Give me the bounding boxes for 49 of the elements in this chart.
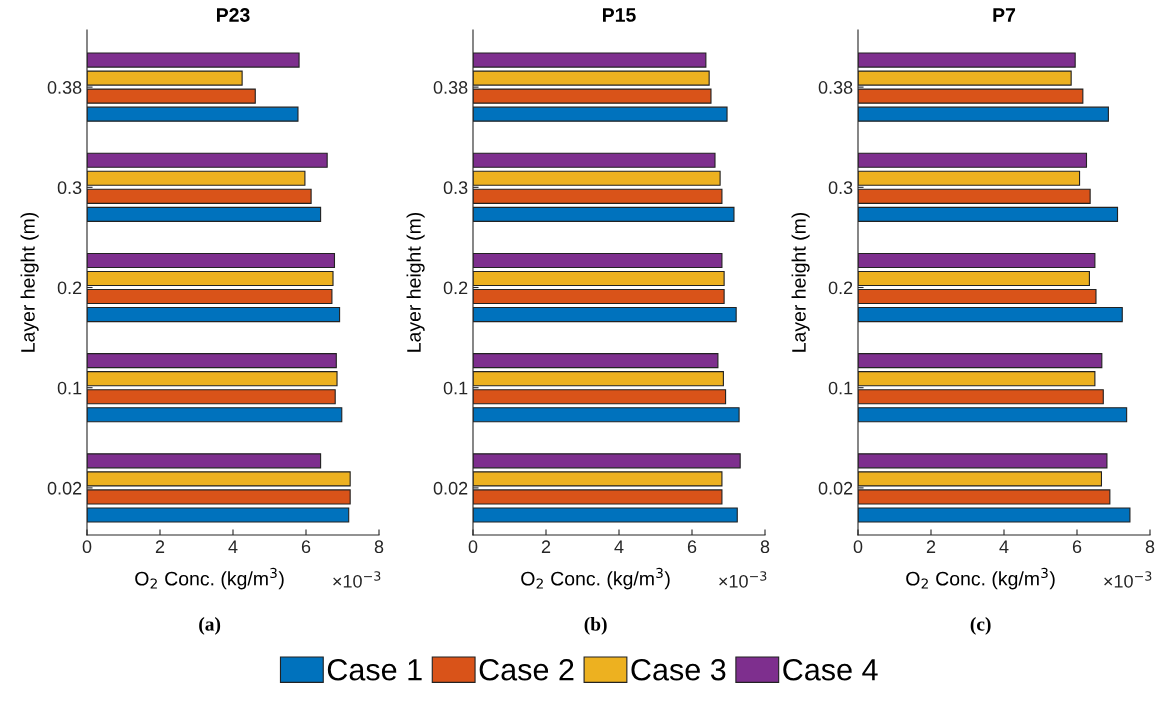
- y-tick-label: 0.02: [47, 481, 82, 495]
- y-tick-label: 0.2: [828, 281, 853, 295]
- y-tick-label: 0.2: [443, 281, 468, 295]
- text: (c): [970, 617, 991, 635]
- text: ×10$^{−3}$: [333, 571, 381, 588]
- legend-label: Case 1: [327, 658, 422, 681]
- y-tick-label: 0.02: [433, 481, 468, 495]
- x-tick-label: 8: [760, 540, 770, 554]
- x-tick-label: 2: [155, 540, 165, 553]
- text: ×10$^{−3}$: [719, 571, 767, 588]
- y-tick-label: 0.38: [47, 81, 82, 94]
- y-axis-title: Layer height (m): [406, 212, 425, 352]
- x-tick-label: 0: [82, 540, 92, 554]
- x-tick-label: 8: [374, 540, 384, 554]
- text: (a): [199, 617, 221, 635]
- x-tick-label: 2: [541, 540, 551, 553]
- x-tick-label: 4: [999, 540, 1009, 553]
- chart-title: P23: [217, 8, 250, 22]
- chart-title: P7: [993, 8, 1016, 22]
- x-tick-label: 2: [926, 540, 936, 553]
- x-tick-label: 6: [687, 540, 697, 554]
- x-tick-label: 6: [301, 540, 311, 554]
- y-tick-label: 0.1: [443, 381, 468, 395]
- y-tick-label: 0.3: [828, 181, 853, 195]
- text: ×10$^{−3}$: [1104, 571, 1152, 588]
- x-axis-title: O$_{2}$ Conc. (kg/m$^{3}$): [906, 567, 1055, 590]
- y-tick-label: 0.02: [818, 481, 853, 495]
- x-tick-label: 6: [1072, 540, 1082, 554]
- legend-label: Case 3: [631, 658, 726, 681]
- x-tick-label: 8: [1145, 540, 1155, 554]
- y-tick-label: 0.38: [433, 81, 468, 94]
- y-tick-label: 0.3: [57, 181, 82, 195]
- text: (b): [584, 617, 607, 635]
- x-axis-title: O$_{2}$ Conc. (kg/m$^{3}$): [521, 567, 670, 590]
- legend-label: Case 4: [783, 658, 878, 681]
- y-tick-label: 0.1: [57, 381, 82, 395]
- y-tick-label: 0.2: [57, 281, 82, 295]
- y-axis-title: Layer height (m): [20, 212, 39, 352]
- y-tick-label: 0.38: [818, 81, 853, 94]
- y-tick-label: 0.3: [443, 181, 468, 195]
- x-tick-label: 0: [468, 540, 478, 554]
- y-axis-title: Layer height (m): [791, 212, 810, 352]
- x-tick-label: 4: [614, 540, 624, 553]
- y-tick-label: 0.1: [828, 381, 853, 395]
- chart-title: P15: [603, 8, 636, 22]
- x-tick-label: 0: [853, 540, 863, 554]
- x-axis-title: O$_{2}$ Conc. (kg/m$^{3}$): [135, 567, 284, 590]
- x-tick-label: 4: [228, 540, 238, 553]
- legend-label: Case 2: [479, 658, 574, 681]
